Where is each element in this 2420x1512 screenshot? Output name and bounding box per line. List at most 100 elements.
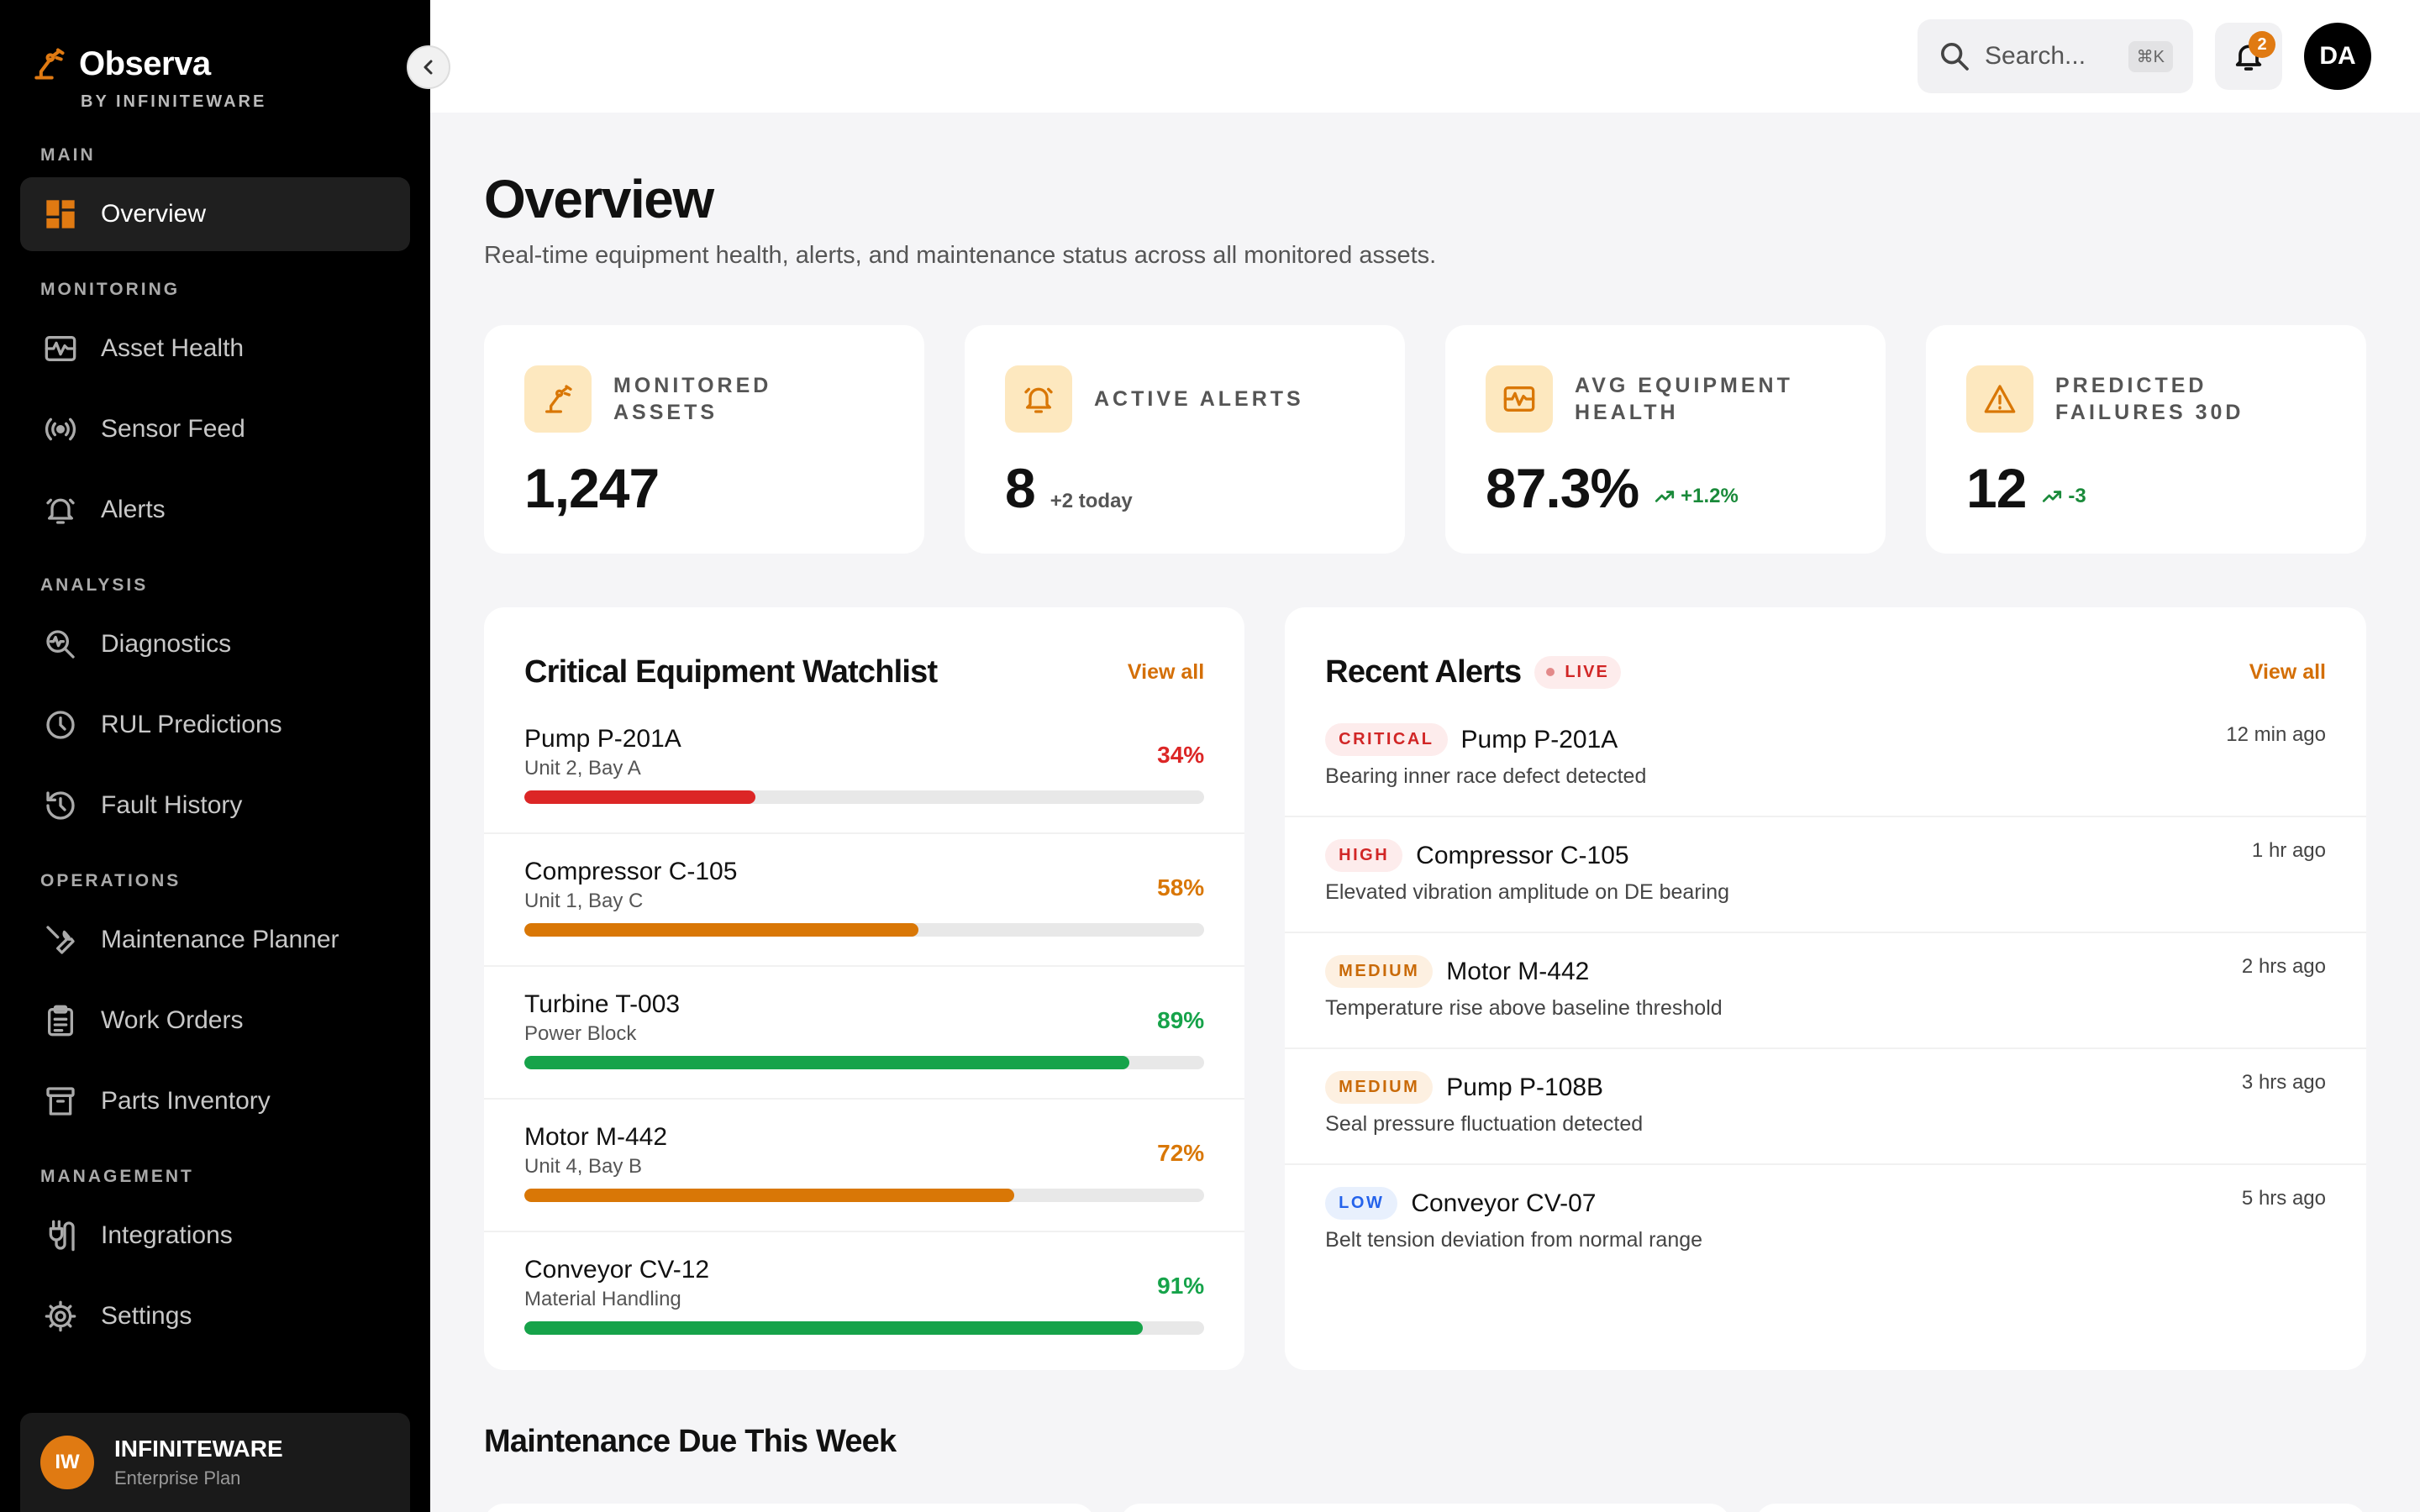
maintenance-card[interactable] xyxy=(1755,1504,2367,1512)
severity-badge: HIGH xyxy=(1325,839,1403,872)
stat-card-monitored-assets[interactable]: MONITORED ASSETS 1,247 xyxy=(484,325,924,554)
maintenance-title: Maintenance Due This Week xyxy=(484,1424,897,1459)
broadcast-icon xyxy=(42,411,79,448)
sidebar: Observa BY INFINITEWARE MAIN Overview MO… xyxy=(0,0,450,1512)
stat-delta: +2 today xyxy=(1050,490,1133,512)
collapse-sidebar-button[interactable] xyxy=(407,45,450,89)
sidebar-item-overview[interactable]: Overview xyxy=(20,177,410,251)
history-icon xyxy=(42,787,79,824)
sidebar-item-label: Work Orders xyxy=(101,1006,244,1034)
search-placeholder: Search... xyxy=(1985,42,2086,70)
sidebar-item-label: Sensor Feed xyxy=(101,415,245,443)
watchlist: Pump P-201A Unit 2, Bay A 34% Compressor C-… xyxy=(484,701,1245,1365)
trend-up-icon xyxy=(2043,491,2062,502)
stat-card-predicted-failures[interactable]: PREDICTED FAILURES 30D 12 -3 xyxy=(1926,325,2366,554)
health-percent: 89% xyxy=(1157,1007,1205,1033)
sidebar-item-fault-history[interactable]: Fault History xyxy=(20,769,410,843)
health-bar xyxy=(524,790,1205,804)
maintenance-card[interactable] xyxy=(1119,1504,1731,1512)
search-input[interactable]: Search... ⌘K xyxy=(1918,19,2193,93)
severity-badge: MEDIUM xyxy=(1325,1071,1434,1104)
stat-delta: +1.2% xyxy=(1654,485,1739,508)
maintenance-cards xyxy=(484,1504,2367,1512)
stat-card-avg-health[interactable]: AVG EQUIPMENT HEALTH 87.3% +1.2% xyxy=(1445,325,1886,554)
watchlist-item[interactable]: Pump P-201A Unit 2, Bay A 34% xyxy=(484,701,1245,834)
live-label: LIVE xyxy=(1565,662,1609,681)
watchlist-item[interactable]: Turbine T-003 Power Block 89% xyxy=(484,967,1245,1100)
alert-item[interactable]: MEDIUM Motor M-442 Temperature rise above … xyxy=(1285,933,2366,1049)
warning-icon xyxy=(1966,365,2033,433)
sidebar-item-integrations[interactable]: Integrations xyxy=(20,1199,410,1273)
sidebar-item-sensor-feed[interactable]: Sensor Feed xyxy=(20,392,410,466)
stat-delta: -3 xyxy=(2041,485,2086,508)
sidebar-item-alerts[interactable]: Alerts xyxy=(20,473,410,547)
alert-item[interactable]: HIGH Compressor C-105 Elevated vibration a… xyxy=(1285,817,2366,933)
org-plan: Enterprise Plan xyxy=(114,1467,241,1488)
clipboard-icon xyxy=(42,1002,79,1039)
robot-arm-icon xyxy=(34,48,65,80)
pulse-icon xyxy=(1486,365,1553,433)
equipment-name: Turbine T-003 xyxy=(524,990,681,1018)
sidebar-item-rul-predictions[interactable]: RUL Predictions xyxy=(20,688,410,762)
watchlist-panel: Critical Equipment Watchlist View all Pu… xyxy=(484,607,1245,1370)
health-percent: 34% xyxy=(1157,742,1205,768)
brand-name: Observa xyxy=(79,45,211,82)
sidebar-item-work-orders[interactable]: Work Orders xyxy=(20,984,410,1058)
health-percent: 91% xyxy=(1157,1273,1205,1299)
stat-delta-text: -3 xyxy=(2068,485,2086,507)
user-avatar[interactable]: DA xyxy=(2304,23,2371,90)
page-title: Overview xyxy=(484,169,714,229)
watchlist-item[interactable]: Conveyor CV-12 Material Handling 91% xyxy=(484,1232,1244,1365)
notification-count-badge: 2 xyxy=(2249,31,2275,58)
health-bar-fill xyxy=(524,923,919,937)
section-label-monitoring: MONITORING xyxy=(40,280,181,299)
sidebar-item-label: Maintenance Planner xyxy=(101,926,339,953)
alert-timestamp: 2 hrs ago xyxy=(2241,955,2326,978)
severity-badge: LOW xyxy=(1325,1187,1398,1220)
watchlist-item[interactable]: Compressor C-105 Unit 1, Bay C 58% xyxy=(484,834,1245,967)
watchlist-view-all-link[interactable]: View all xyxy=(1127,659,1205,684)
sidebar-item-label: Overview xyxy=(101,200,207,228)
gear-icon xyxy=(42,1298,79,1335)
sidebar-item-parts-inventory[interactable]: Parts Inventory xyxy=(20,1064,410,1138)
maintenance-card[interactable] xyxy=(484,1504,1095,1512)
org-switcher[interactable]: IW INFINITEWARE Enterprise Plan xyxy=(20,1413,410,1512)
page-subtitle: Real-time equipment health, alerts, and … xyxy=(484,242,1437,269)
robot-arm-icon xyxy=(524,365,592,433)
notifications-button[interactable]: 2 xyxy=(2215,23,2282,90)
section-label-management: MANAGEMENT xyxy=(40,1167,194,1186)
bell-icon xyxy=(1005,365,1072,433)
health-bar-fill xyxy=(524,1321,1144,1335)
alert-description: Bearing inner race defect detected xyxy=(1325,764,1647,788)
sidebar-item-diagnostics[interactable]: Diagnostics xyxy=(20,607,410,681)
brand[interactable]: Observa xyxy=(20,30,410,97)
pulse-icon xyxy=(42,330,79,367)
search-shortcut: ⌘K xyxy=(2128,40,2173,72)
alert-item[interactable]: CRITICAL Pump P-201A Bearing inner race de… xyxy=(1285,701,2366,817)
sidebar-item-label: Integrations xyxy=(101,1221,233,1249)
sidebar-item-label: Fault History xyxy=(101,791,243,819)
sidebar-item-settings[interactable]: Settings xyxy=(20,1279,410,1353)
stat-card-active-alerts[interactable]: ACTIVE ALERTS 8 +2 today xyxy=(965,325,1405,554)
alert-item[interactable]: MEDIUM Pump P-108B Seal pressure fluctuati… xyxy=(1285,1049,2366,1165)
sidebar-item-asset-health[interactable]: Asset Health xyxy=(20,312,410,386)
recent-alerts-panel: Recent Alerts LIVE View all CRITICAL Pump… xyxy=(1285,607,2366,1370)
alert-asset: Pump P-201A xyxy=(1460,725,1618,753)
recent-alerts-title: Recent Alerts xyxy=(1325,654,1522,690)
health-percent: 72% xyxy=(1157,1140,1205,1166)
alert-timestamp: 3 hrs ago xyxy=(2241,1071,2326,1094)
sidebar-item-label: RUL Predictions xyxy=(101,711,282,738)
equipment-name: Pump P-201A xyxy=(524,725,681,753)
alert-item[interactable]: LOW Conveyor CV-07 Belt tension deviation … xyxy=(1285,1165,2366,1281)
equipment-location: Power Block xyxy=(524,1022,637,1045)
equipment-location: Unit 2, Bay A xyxy=(524,757,641,780)
sidebar-item-maintenance-planner[interactable]: Maintenance Planner xyxy=(20,903,410,977)
alert-list: CRITICAL Pump P-201A Bearing inner race de… xyxy=(1285,701,2366,1281)
watchlist-item[interactable]: Motor M-442 Unit 4, Bay B 72% xyxy=(484,1100,1245,1232)
alert-timestamp: 5 hrs ago xyxy=(2241,1187,2326,1210)
trend-up-icon xyxy=(1655,491,1675,502)
archive-icon xyxy=(42,1083,79,1120)
health-bar-fill xyxy=(524,1056,1130,1069)
alert-description: Seal pressure fluctuation detected xyxy=(1325,1112,1644,1136)
alerts-view-all-link[interactable]: View all xyxy=(2249,659,2326,684)
